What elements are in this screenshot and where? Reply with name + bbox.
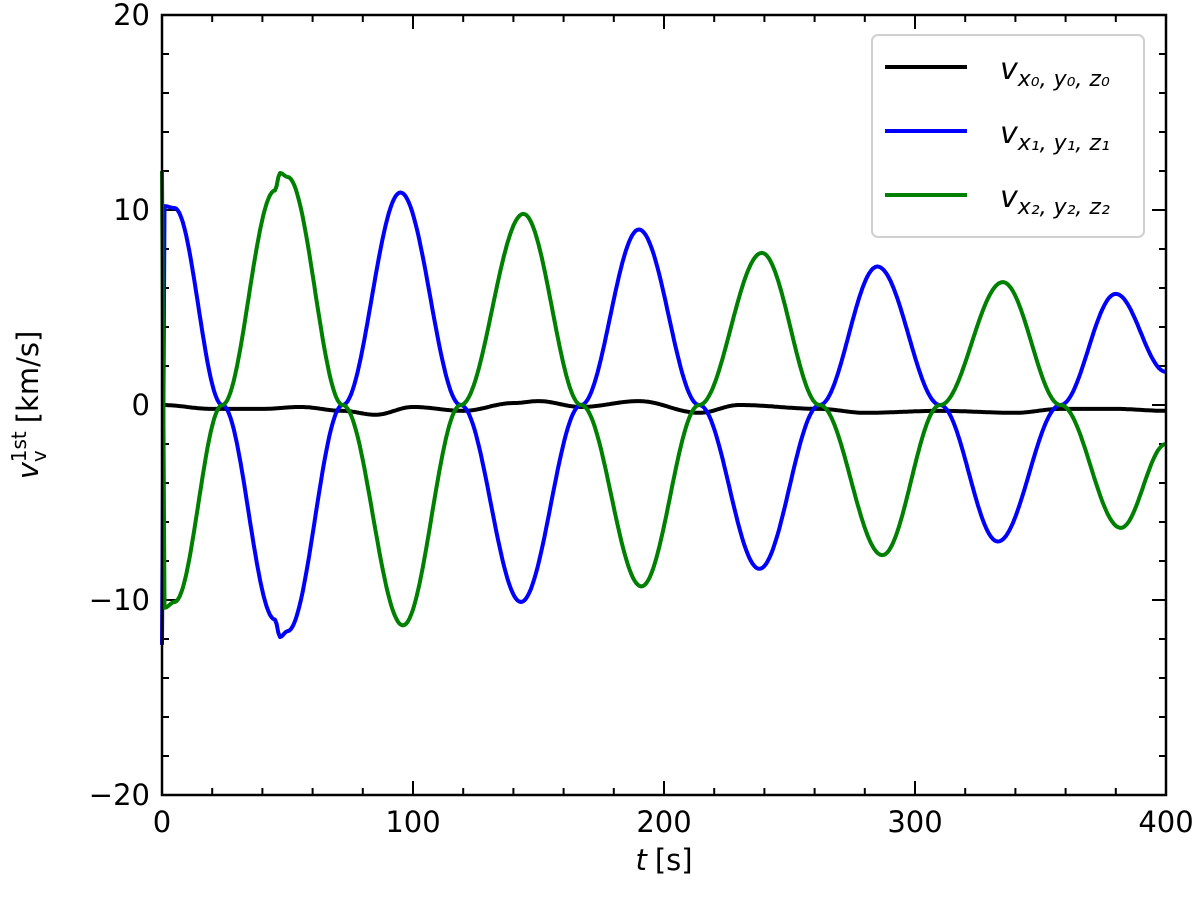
y-tick-label: 10 [113, 193, 150, 227]
legend-label-0: vx₀, y₀, z₀ [1000, 52, 1110, 92]
plot-frame [160, 13, 1168, 797]
legend-box [871, 34, 1145, 238]
svg-text:vv1st[km/s]: vv1st[km/s] [7, 331, 51, 480]
legend-label-2: vx₂, y₂, z₂ [1000, 180, 1110, 220]
y-tick-label: 20 [113, 0, 150, 32]
legend-label-1: vx₁, y₁, z₁ [1000, 116, 1110, 156]
series-line-1 [160, 190, 1167, 645]
legend: vx₀, y₀, z₀ vx₁, y₁, z₁ vx₂, y₂, z₂ [871, 34, 1145, 238]
data-series [160, 170, 1167, 645]
y-tick-label: −10 [89, 583, 150, 617]
x-tick-label: 200 [636, 805, 691, 839]
x-tick-label: 100 [385, 805, 440, 839]
x-axis-label: t [s] [635, 843, 692, 877]
x-tick-labels: 0 100 200 300 400 [153, 805, 1194, 839]
series-line-2 [160, 170, 1167, 628]
series-line-0 [161, 399, 1167, 417]
x-tick-label: 0 [153, 805, 171, 839]
y-axis-label: vv1st[km/s] [7, 331, 51, 480]
y-tick-label: −20 [89, 778, 150, 812]
x-tick-label: 400 [1138, 805, 1193, 839]
x-tick-label: 300 [887, 805, 942, 839]
y-tick-label: 0 [132, 388, 150, 422]
y-tick-labels: −20 −10 0 10 20 [89, 0, 150, 812]
